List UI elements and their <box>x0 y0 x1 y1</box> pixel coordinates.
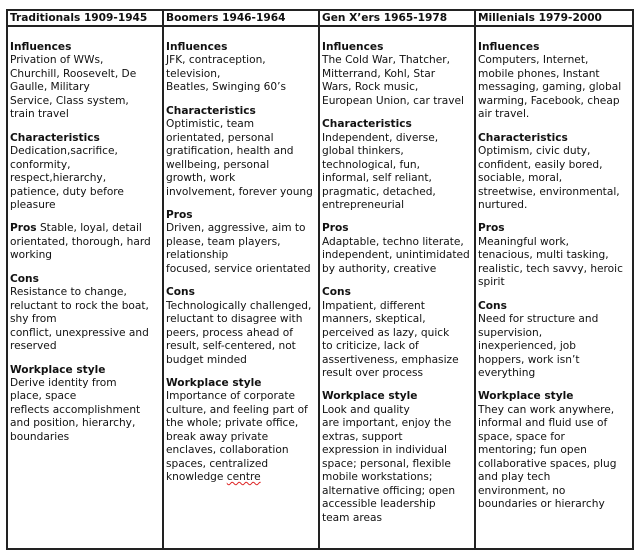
section-text: Technologically challenged, reluctant to… <box>166 299 312 366</box>
section-text: Optimism, civic duty, confident, easily … <box>478 145 620 211</box>
section-influences: Influences JFK, contraception, television… <box>166 41 317 95</box>
section-pros: Pros Adaptable, techno literate, independ… <box>322 222 473 276</box>
section-text: Look and quality are important, enjoy th… <box>322 403 456 524</box>
section-heading: Influences <box>10 41 72 53</box>
section-influences: Influences Privation of WWs, Churchill, R… <box>10 41 161 122</box>
section-cons: Cons Technologically challenged, reluctan… <box>166 286 317 367</box>
section-heading: Characteristics <box>478 131 568 144</box>
section-heading: Workplace style <box>322 390 418 403</box>
section-characteristics: Characteristics Independent, diverse, glo… <box>322 118 473 212</box>
section-pros: Pros Stable, loyal, detail orientated, t… <box>10 222 161 262</box>
section-heading: Cons <box>166 286 195 299</box>
section-pros: Pros Meaningful work, tenacious, multi ta… <box>478 222 631 289</box>
column-header-gen-x: Gen X’ers 1965-1978 <box>318 9 476 27</box>
section-heading: Cons <box>10 272 39 285</box>
section-text: Computers, Internet, mobile phones, Inst… <box>478 54 622 121</box>
section-text: Adaptable, techno literate, independent,… <box>322 235 470 275</box>
cell-traditionals: Influences Privation of WWs, Churchill, R… <box>6 25 164 550</box>
section-workplace-style: Workplace style Derive identity from plac… <box>10 364 161 445</box>
section-text: Importance of corporate culture, and fee… <box>166 390 308 484</box>
section-text: Resistance to change, reluctant to rock … <box>10 286 149 353</box>
cell-boomers: Influences JFK, contraception, television… <box>162 25 320 550</box>
section-heading: Cons <box>478 299 507 312</box>
section-heading: Characteristics <box>10 131 100 144</box>
section-heading: Pros <box>322 222 349 235</box>
section-heading: Pros <box>10 222 37 235</box>
section-characteristics: Characteristics Optimism, civic duty, con… <box>478 132 631 213</box>
section-text: JFK, contraception, television, Beatles,… <box>166 54 287 94</box>
section-cons: Cons Resistance to change, reluctant to r… <box>10 273 161 354</box>
section-characteristics: Characteristics Dedication,sacrifice, con… <box>10 132 161 213</box>
section-cons: Cons Need for structure and supervision, … <box>478 300 631 381</box>
section-heading: Characteristics <box>166 104 256 117</box>
section-text: Need for structure and supervision, inex… <box>478 313 599 379</box>
section-heading: Workplace style <box>10 363 106 376</box>
section-text: Impatient, different manners, skeptical,… <box>322 299 459 379</box>
section-heading: Influences <box>478 41 540 53</box>
cell-gen-x: Influences The Cold War, Thatcher, Mitter… <box>318 25 476 550</box>
section-workplace-style: Workplace style Importance of corporate c… <box>166 377 317 485</box>
column-header-boomers: Boomers 1946-1964 <box>162 9 320 27</box>
section-heading: Workplace style <box>478 390 574 403</box>
section-heading: Pros <box>166 208 193 221</box>
section-heading: Workplace style <box>166 376 262 389</box>
section-cons: Cons Impatient, different manners, skepti… <box>322 286 473 380</box>
generations-table: Traditionals 1909-1945 Boomers 1946-1964… <box>6 9 634 550</box>
section-text: Privation of WWs, Churchill, Roosevelt, … <box>10 54 137 121</box>
section-heading: Cons <box>322 286 351 299</box>
column-header-millenials: Millenials 1979-2000 <box>474 9 634 27</box>
cell-millenials: Influences Computers, Internet, mobile ph… <box>474 25 634 550</box>
section-influences: Influences Computers, Internet, mobile ph… <box>478 41 631 122</box>
section-heading: Influences <box>166 41 228 53</box>
section-heading: Pros <box>478 222 505 235</box>
section-heading: Characteristics <box>322 118 412 131</box>
section-text: They can work anywhere, informal and flu… <box>478 403 617 511</box>
section-text: Stable, loyal, detail orientated, thorou… <box>10 222 151 262</box>
section-text: Meaningful work, tenacious, multi taskin… <box>478 235 623 289</box>
section-text: The Cold War, Thatcher, Mitterrand, Kohl… <box>322 54 464 107</box>
section-heading: Influences <box>322 41 384 53</box>
section-pros: Pros Driven, aggressive, aim to please, t… <box>166 209 317 276</box>
section-characteristics: Characteristics Optimistic, team orientat… <box>166 105 317 199</box>
section-text: Optimistic, team orientated, personal gr… <box>166 118 313 198</box>
section-workplace-style: Workplace style Look and quality are impo… <box>322 390 473 525</box>
section-text: Dedication,sacrifice, conformity, respec… <box>10 145 124 211</box>
section-text: Derive identity from place, space reflec… <box>10 376 141 443</box>
section-text: Driven, aggressive, aim to please, team … <box>166 222 311 275</box>
header-row: Traditionals 1909-1945 Boomers 1946-1964… <box>6 9 634 27</box>
section-influences: Influences The Cold War, Thatcher, Mitter… <box>322 41 473 108</box>
column-header-traditionals: Traditionals 1909-1945 <box>6 9 164 27</box>
section-workplace-style: Workplace style They can work anywhere, i… <box>478 390 631 511</box>
content-row: Influences Privation of WWs, Churchill, R… <box>6 25 634 550</box>
spellcheck-word: centre <box>226 471 261 484</box>
section-text: Independent, diverse, global thinkers, t… <box>322 131 439 211</box>
